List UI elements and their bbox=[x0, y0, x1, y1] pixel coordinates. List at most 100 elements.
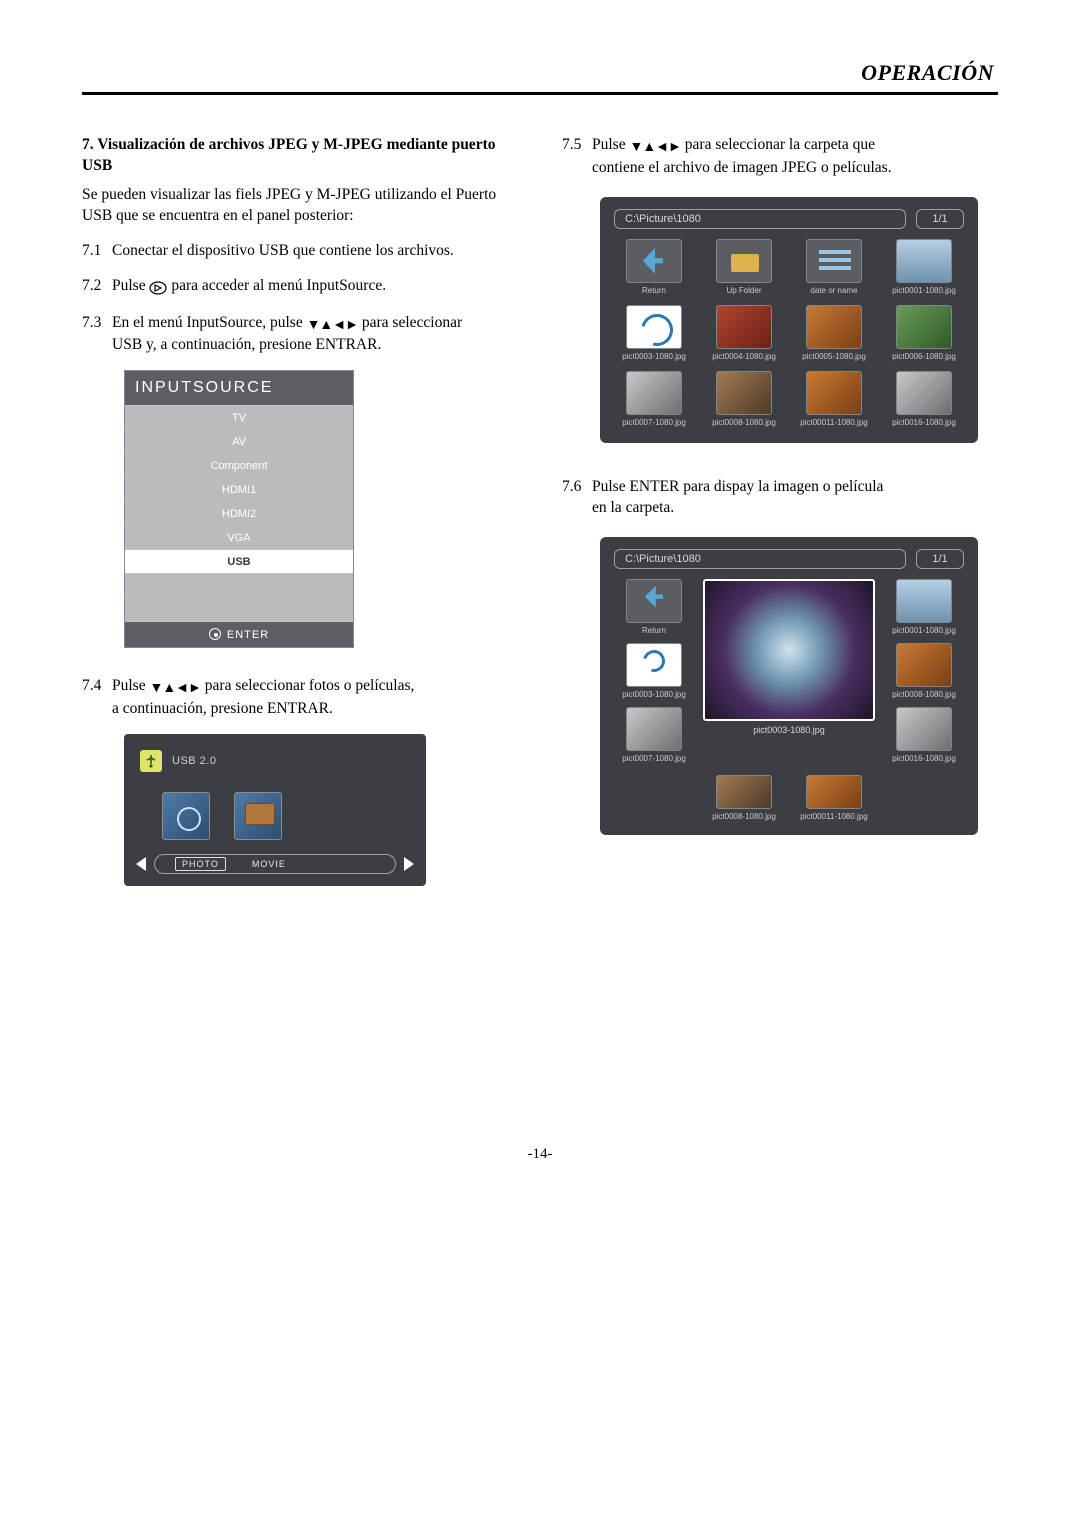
step-number: 7.1 bbox=[82, 241, 112, 262]
folder-head: C:\Picture\1080 1/1 bbox=[614, 209, 964, 229]
folder-right-col: pict0001-1080.jpg pict0008-1080.jpg pict00… bbox=[884, 579, 964, 763]
folder-cell[interactable]: pict0006-1080.jpg bbox=[884, 305, 964, 363]
folder-cell[interactable]: pict0003-1080.jpg bbox=[614, 643, 694, 699]
preview-label: pict0003-1080.jpg bbox=[753, 725, 825, 735]
usb-top-bar: USB 2.0 bbox=[136, 744, 414, 782]
page-title: OPERACIÓN bbox=[82, 60, 998, 90]
step-7-6: 7.6 Pulse ENTER para dispay la imagen o … bbox=[562, 477, 998, 519]
section-heading: 7. Visualización de archivos JPEG y M-JP… bbox=[82, 135, 518, 177]
thumb-icon bbox=[806, 775, 862, 809]
inputsource-empty-row bbox=[125, 597, 353, 621]
thumb-label: date or name bbox=[794, 287, 874, 297]
thumb-icon bbox=[896, 305, 952, 349]
inputsource-rows: TVAVComponentHDMI1HDMI2VGAUSB bbox=[125, 405, 353, 621]
content-columns: 7. Visualización de archivos JPEG y M-JP… bbox=[82, 135, 998, 906]
folder-cell[interactable]: pict0001-1080.jpg bbox=[884, 579, 964, 635]
step-number: 7.6 bbox=[562, 477, 592, 519]
folder-bottom-row: pict0008-1080.jpg pict00011-1080.jpg bbox=[614, 775, 964, 821]
enter-icon bbox=[209, 628, 221, 640]
folder-page: 1/1 bbox=[916, 549, 964, 569]
folder-cell[interactable]: pict0001-1080.jpg bbox=[884, 239, 964, 297]
usb-option-photo[interactable]: PHOTO bbox=[175, 857, 226, 871]
left-column: 7. Visualización de archivos JPEG y M-JP… bbox=[82, 135, 518, 906]
folder-cell[interactable]: pict0003-1080.jpg bbox=[614, 305, 694, 363]
usb-option-movie[interactable]: MOVIE bbox=[252, 859, 286, 869]
folder-cell[interactable]: pict00011-1080.jpg bbox=[794, 371, 874, 429]
preview-thumb[interactable] bbox=[703, 579, 875, 721]
folder-cell[interactable]: pict0016-1080.jpg bbox=[884, 707, 964, 763]
usb-logo-icon bbox=[140, 750, 162, 772]
folder-path: C:\Picture\1080 bbox=[614, 209, 906, 229]
folder-cell[interactable]: Up Folder bbox=[704, 239, 784, 297]
right-column: 7.5 Pulse ▼▲◄► para seleccionar la carpe… bbox=[562, 135, 998, 906]
usb-nav-bar: PHOTO MOVIE bbox=[136, 854, 414, 874]
inputsource-menu: INPUTSOURCE TVAVComponentHDMI1HDMI2VGAUS… bbox=[124, 370, 354, 648]
intro-paragraph: Se pueden visualizar las fiels JPEG y M-… bbox=[82, 185, 518, 227]
folder-cell[interactable]: Return bbox=[614, 579, 694, 635]
inputsource-item[interactable]: Component bbox=[125, 453, 353, 477]
folder-cell[interactable]: pict0007-1080.jpg bbox=[614, 371, 694, 429]
step-7-4: 7.4 Pulse ▼▲◄► para seleccionar fotos o … bbox=[82, 676, 518, 720]
folder-cell[interactable]: pict0007-1080.jpg bbox=[614, 707, 694, 763]
thumb-label: Return bbox=[614, 626, 694, 635]
thumb-icon bbox=[896, 579, 952, 623]
folder-cell[interactable]: pict0008-1080.jpg bbox=[704, 371, 784, 429]
enter-label: ENTER bbox=[227, 629, 269, 641]
thumb-label: pict0005-1080.jpg bbox=[794, 353, 874, 363]
inputsource-item[interactable]: TV bbox=[125, 405, 353, 429]
thumb-label: pict0008-1080.jpg bbox=[884, 690, 964, 699]
inputsource-empty-row bbox=[125, 573, 353, 597]
folder-left-col: Return pict0003-1080.jpg pict0007-1080.jpg bbox=[614, 579, 694, 763]
step-7-2: 7.2 Pulse para acceder al menú InputSour… bbox=[82, 276, 518, 299]
nav-right-icon[interactable] bbox=[404, 857, 414, 871]
thumb-label: pict0003-1080.jpg bbox=[614, 690, 694, 699]
page-number: -14- bbox=[82, 1146, 998, 1163]
step-7-5: 7.5 Pulse ▼▲◄► para seleccionar la carpe… bbox=[562, 135, 998, 179]
step-number: 7.2 bbox=[82, 276, 112, 299]
thumb-label: pict0001-1080.jpg bbox=[884, 287, 964, 297]
inputsource-item[interactable]: HDMI1 bbox=[125, 477, 353, 501]
thumb-icon bbox=[806, 305, 862, 349]
folder-cell[interactable]: pict00011-1080.jpg bbox=[794, 775, 874, 821]
source-icon bbox=[149, 280, 167, 299]
inputsource-item[interactable]: VGA bbox=[125, 525, 353, 549]
thumb-label: pict00011-1080.jpg bbox=[794, 812, 874, 821]
thumb-label: pict0003-1080.jpg bbox=[614, 353, 694, 363]
thumb-icon bbox=[626, 305, 682, 349]
thumb-label: Return bbox=[614, 287, 694, 297]
folder-cell[interactable]: date or name bbox=[794, 239, 874, 297]
inputsource-item[interactable]: HDMI2 bbox=[125, 501, 353, 525]
thumb-label: pict0007-1080.jpg bbox=[614, 419, 694, 429]
folder-path: C:\Picture\1080 bbox=[614, 549, 906, 569]
step-number: 7.4 bbox=[82, 676, 112, 720]
thumb-label: pict0006-1080.jpg bbox=[884, 353, 964, 363]
folder-cell[interactable]: Return bbox=[614, 239, 694, 297]
usb-photo-thumb[interactable] bbox=[162, 792, 210, 840]
inputsource-item[interactable]: USB bbox=[125, 549, 353, 573]
thumb-label: pict0008-1080.jpg bbox=[704, 812, 784, 821]
inputsource-item[interactable]: AV bbox=[125, 429, 353, 453]
thumb-icon bbox=[896, 643, 952, 687]
step-number: 7.3 bbox=[82, 313, 112, 357]
step-number: 7.5 bbox=[562, 135, 592, 179]
usb-chooser: USB 2.0 PHOTO MOVIE bbox=[124, 734, 426, 886]
step-7-3: 7.3 En el menú InputSource, pulse ▼▲◄► p… bbox=[82, 313, 518, 357]
folder-cell[interactable]: pict0008-1080.jpg bbox=[704, 775, 784, 821]
folder-cell[interactable]: pict0016-1080.jpg bbox=[884, 371, 964, 429]
step-text: Pulse ▼▲◄► para seleccionar fotos o pelí… bbox=[112, 676, 518, 720]
folder-cell[interactable]: pict0005-1080.jpg bbox=[794, 305, 874, 363]
usb-title: USB 2.0 bbox=[172, 755, 216, 767]
step-7-1: 7.1 Conectar el dispositivo USB que cont… bbox=[82, 241, 518, 262]
step-text: Pulse ▼▲◄► para seleccionar la carpeta q… bbox=[592, 135, 998, 179]
folder-browser-1: C:\Picture\1080 1/1 Return Up Folder date … bbox=[600, 197, 978, 443]
thumb-icon bbox=[626, 643, 682, 687]
inputsource-footer: ENTER bbox=[125, 621, 353, 647]
thumb-icon bbox=[806, 239, 862, 283]
nav-left-icon[interactable] bbox=[136, 857, 146, 871]
usb-option-bar: PHOTO MOVIE bbox=[154, 854, 396, 874]
step-text: Pulse para acceder al menú InputSource. bbox=[112, 276, 518, 299]
step-text: En el menú InputSource, pulse ▼▲◄► para … bbox=[112, 313, 518, 357]
folder-cell[interactable]: pict0004-1080.jpg bbox=[704, 305, 784, 363]
usb-movie-thumb[interactable] bbox=[234, 792, 282, 840]
folder-cell[interactable]: pict0008-1080.jpg bbox=[884, 643, 964, 699]
